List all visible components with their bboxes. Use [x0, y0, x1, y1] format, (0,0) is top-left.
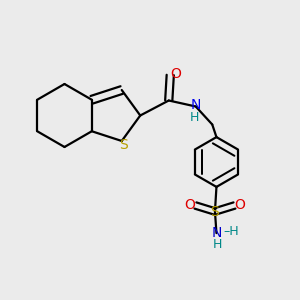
Text: O: O: [184, 198, 196, 212]
Text: N: N: [211, 226, 222, 240]
Text: H: H: [212, 238, 222, 251]
Text: O: O: [234, 198, 245, 212]
Text: N: N: [190, 98, 201, 112]
Text: O: O: [170, 67, 181, 80]
Text: –H: –H: [223, 225, 239, 239]
Text: S: S: [211, 205, 219, 218]
Text: H: H: [190, 111, 200, 124]
Text: S: S: [119, 138, 128, 152]
